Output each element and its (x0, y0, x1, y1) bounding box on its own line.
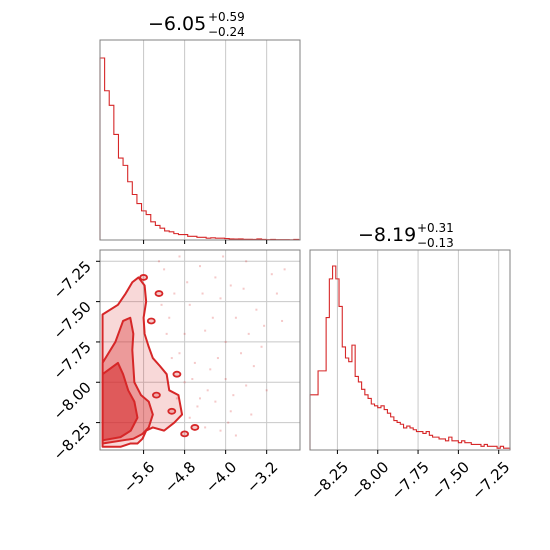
title-y-param: −8.19 +0.31 −0.13 (358, 221, 454, 250)
scatter-frame (99, 249, 301, 451)
title-x-lower: −0.24 (208, 25, 245, 39)
scatter-point (178, 255, 181, 258)
scatter-point (229, 284, 232, 287)
contour-level-2 (101, 361, 139, 442)
title-x-value: −6.05 (148, 13, 206, 35)
title-x-upper: +0.59 (208, 10, 245, 24)
scatter-point (219, 429, 222, 432)
scatter-point (224, 378, 227, 381)
tick-label-x-3: −3.2 (243, 458, 281, 496)
tick-label-y-1: −8.00 (50, 378, 95, 423)
scatter-point (227, 421, 230, 424)
scatter-point (170, 357, 173, 360)
scatter-point (193, 361, 196, 364)
scatter-point (214, 276, 217, 279)
scatter-point (252, 365, 255, 368)
scatter-point (211, 316, 214, 319)
scatter-point (240, 352, 243, 355)
scatter-point (206, 389, 209, 392)
scatter-point (234, 316, 237, 319)
tick-label-x-2: −4.0 (202, 458, 240, 496)
scatter-point (255, 308, 258, 311)
tick-label-x-1: −4.8 (161, 458, 199, 496)
scatter-point (245, 384, 248, 387)
scatter-point (219, 297, 222, 300)
tick-label-x-0: −5.6 (120, 458, 158, 496)
scatter-point (234, 434, 237, 437)
contour-island (154, 290, 164, 297)
scatter-point (157, 260, 160, 263)
histogram-y-step (309, 265, 511, 450)
scatter-point (173, 292, 176, 295)
scatter-contour-panel: −5.6 −4.8 −4.0 −3.2 −8.25−8.00−7.75−7.50−7.2… (50, 249, 301, 497)
tick-label-x-3: −7.50 (428, 458, 473, 503)
tick-label-y-2: −7.75 (50, 338, 95, 383)
scatter-point (204, 329, 207, 332)
histogram-x-frame (99, 39, 301, 241)
scatter-point (183, 332, 186, 335)
scatter-point (283, 268, 286, 271)
contour-island (180, 430, 190, 438)
scatter-point (209, 368, 212, 371)
tick-label-x-0: −8.25 (307, 458, 352, 503)
scatter-point (265, 389, 268, 392)
scatter-point (199, 265, 201, 268)
scatter-point (201, 292, 204, 295)
scatter-point (224, 340, 227, 343)
scatter-point (163, 268, 166, 271)
scatter-point (260, 345, 263, 348)
scatter-point (196, 405, 199, 408)
scatter-point (188, 416, 191, 419)
tick-label-y-3: −7.50 (50, 298, 95, 343)
scatter-point (229, 410, 232, 413)
histogram-x-panel (99, 39, 301, 244)
title-y-value: −8.19 (358, 224, 416, 246)
contour-island (172, 370, 182, 378)
scatter-point (222, 255, 225, 258)
tick-label-y-0: −8.25 (50, 419, 95, 464)
scatter-point (232, 394, 235, 397)
tick-label-x-2: −7.75 (388, 458, 433, 503)
scatter-point (175, 397, 178, 400)
scatter-point (214, 400, 217, 403)
histogram-y-frame (309, 249, 511, 451)
scatter-point (263, 324, 266, 327)
contour-island (152, 391, 161, 399)
scatter-point (188, 303, 191, 306)
scatter-point (191, 378, 194, 381)
tick-label-x-1: −8.00 (347, 458, 392, 503)
scatter-point (165, 332, 168, 335)
title-y-lower: −0.13 (417, 236, 454, 250)
scatter-point (160, 303, 163, 306)
title-y-upper: +0.31 (417, 221, 454, 235)
histogram-x-step (99, 57, 301, 241)
scatter-plot-area (100, 250, 300, 450)
tick-label-y-4: −7.25 (50, 257, 95, 302)
scatter-point (183, 381, 186, 384)
scatter-point (216, 357, 219, 360)
title-x-param: −6.05 +0.59 −0.24 (148, 10, 245, 39)
contour-island (139, 274, 148, 281)
contour-island (167, 407, 177, 415)
histogram-y-panel: −8.25−8.00−7.75−7.50−7.25 (307, 249, 513, 503)
scatter-point (204, 426, 207, 429)
scatter-point (281, 319, 284, 322)
scatter-point (168, 316, 171, 319)
scatter-point (178, 352, 181, 355)
scatter-point (245, 260, 248, 263)
scatter-point (186, 281, 189, 284)
scatter-point (275, 292, 278, 295)
scatter-point (199, 397, 201, 400)
scatter-point (242, 287, 245, 290)
tick-label-x-4: −7.25 (468, 458, 513, 503)
scatter-point (270, 273, 273, 276)
contour-island (190, 424, 200, 431)
scatter-point (247, 332, 250, 335)
scatter-point (250, 413, 253, 416)
contour-island (146, 317, 156, 325)
